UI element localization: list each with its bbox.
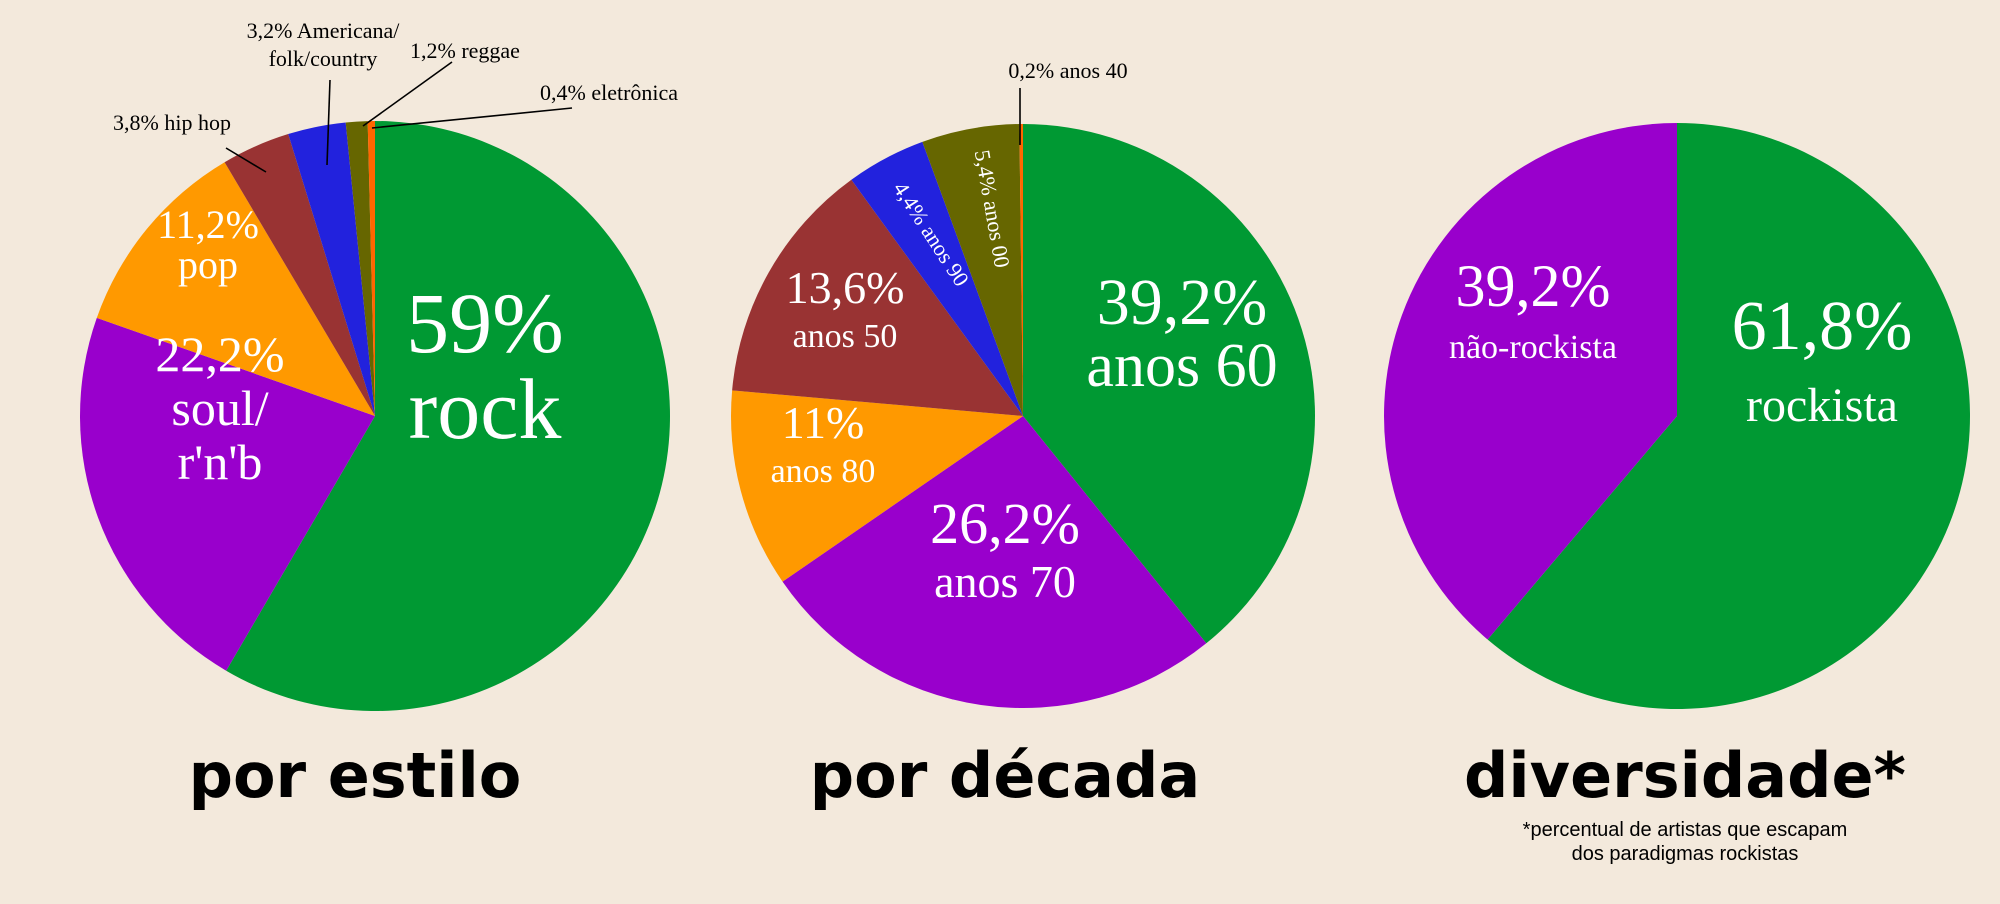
label-1-2-reggae-leader	[362, 61, 453, 127]
label-11-2-pop: 11,2% pop	[157, 202, 259, 287]
label-61-8-rockista: 61,8% rockista	[1732, 288, 1913, 432]
slice-0-2-anos-40	[1019, 124, 1023, 416]
slice-3-8-hip-hop	[224, 134, 375, 416]
pie-por-estilo: 59% rock 22,2% soul/r'n'b 11,2% pop 3,8% hip h…	[79, 18, 678, 711]
slice-59-rock	[226, 121, 670, 711]
label-1-2-reggae: 1,2% reggae	[410, 38, 520, 63]
slice-39-2-anos-60	[1023, 124, 1315, 644]
slice-61-8-rockista	[1487, 123, 1971, 709]
label-0-4-eletronica: 0,4% eletrônica	[540, 80, 678, 105]
label-3-8-hip-hop: 3,8% hip hop	[113, 110, 231, 135]
label-0-2-anos-40: 0,2% anos 40	[1008, 58, 1127, 83]
caption-por-decada: por década	[809, 739, 1201, 812]
label-13-6-anos-50: 13,6% anos 50	[786, 262, 905, 355]
slice-13-6-anos-50	[732, 179, 1023, 416]
slice-26-2-anos-70	[782, 416, 1207, 708]
footnote-line-2: dos paradigmas rockistas	[1571, 843, 1799, 865]
caption-diversidade: diversidade*	[1464, 739, 1906, 812]
label-0-4-eletronica-leader	[371, 107, 573, 129]
pie-diversidade: 61,8% rockista 39,2% não-rockista	[1384, 123, 1971, 709]
slice-11-anos-80	[731, 390, 1023, 582]
caption-por-estilo: por estilo	[188, 739, 522, 812]
label-39-2-anos-60: 39,2% anos 60	[1086, 266, 1277, 400]
label-22-2-soul-r-n-b: 22,2% soul/r'n'b	[155, 326, 284, 490]
label-3-2-americana-folk-country-leader	[326, 79, 331, 166]
slice-4-4-anos-90	[851, 141, 1023, 416]
label-3-2-americana-folk-country: 3,2% Americana/folk/country	[247, 18, 401, 71]
slice-1-2-reggae	[345, 121, 375, 416]
slice-3-2-americana-folk-country	[288, 122, 375, 416]
slice-22-2-soul-r-n-b	[79, 317, 376, 671]
footnote-line-1: *percentual de artistas que escapam	[1522, 819, 1848, 841]
label-11-anos-80: 11% anos 80	[771, 397, 876, 490]
label-59-rock: 59% rock	[406, 275, 564, 457]
diversidade-footnote: *percentual de artistas que escapam dos …	[1455, 818, 1915, 866]
label-39-2-nao-rockista: 39,2% não-rockista	[1449, 253, 1617, 366]
label-3-8-hip-hop-leader	[225, 147, 267, 173]
label-26-2-anos-70: 26,2% anos 70	[930, 491, 1080, 607]
slice-0-4-eletronica	[367, 121, 375, 416]
slice-5-4-anos-00	[922, 124, 1023, 416]
slice-11-2-pop	[96, 162, 375, 416]
slice-39-2-nao-rockista	[1384, 123, 1677, 640]
